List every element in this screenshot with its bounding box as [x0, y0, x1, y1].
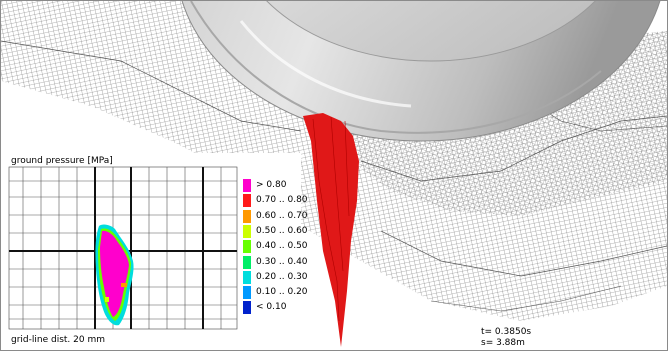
legend-swatch — [243, 240, 251, 254]
legend-swatch — [243, 194, 251, 208]
pressure-3d — [303, 113, 359, 347]
legend-label: 0.60 .. 0.70 — [256, 210, 308, 221]
legend-item: 0.30 .. 0.40 — [243, 255, 308, 269]
time-readout: t= 0.3850s — [481, 327, 532, 337]
legend-label: < 0.10 — [256, 302, 287, 313]
panel-title: ground pressure [MPa] — [11, 156, 113, 166]
legend-label: 0.10 .. 0.20 — [256, 287, 308, 298]
legend-swatch — [243, 209, 251, 223]
legend-item: 0.20 .. 0.30 — [243, 270, 308, 284]
legend-item: 0.50 .. 0.60 — [243, 224, 308, 238]
legend-swatch — [243, 270, 251, 284]
legend-item: > 0.80 — [243, 179, 293, 192]
legend-label: > 0.80 — [256, 180, 287, 190]
legend-item: 0.70 .. 0.80 — [243, 194, 308, 208]
legend-swatch — [243, 255, 251, 269]
grid-spacing-label: grid-line dist. 20 mm — [11, 335, 105, 345]
legend-item: 0.60 .. 0.70 — [243, 209, 308, 223]
legend-label: 0.20 .. 0.30 — [256, 271, 308, 282]
legend-swatch — [243, 301, 251, 315]
tire — [181, 1, 661, 142]
legend-swatch — [243, 179, 251, 192]
legend-item: 0.40 .. 0.50 — [243, 240, 308, 254]
legend-label: 0.50 .. 0.60 — [256, 225, 308, 236]
legend-label: 0.70 .. 0.80 — [256, 195, 308, 206]
legend-item: < 0.10 — [243, 301, 293, 315]
legend-item: 0.10 .. 0.20 — [243, 286, 308, 300]
contact-grid-plot — [8, 166, 238, 330]
legend-label: 0.40 .. 0.50 — [256, 241, 308, 252]
legend-swatch — [243, 224, 251, 238]
legend-label: 0.30 .. 0.40 — [256, 256, 308, 267]
legend-swatch — [243, 286, 251, 300]
distance-readout: s= 3.88m — [481, 338, 525, 348]
